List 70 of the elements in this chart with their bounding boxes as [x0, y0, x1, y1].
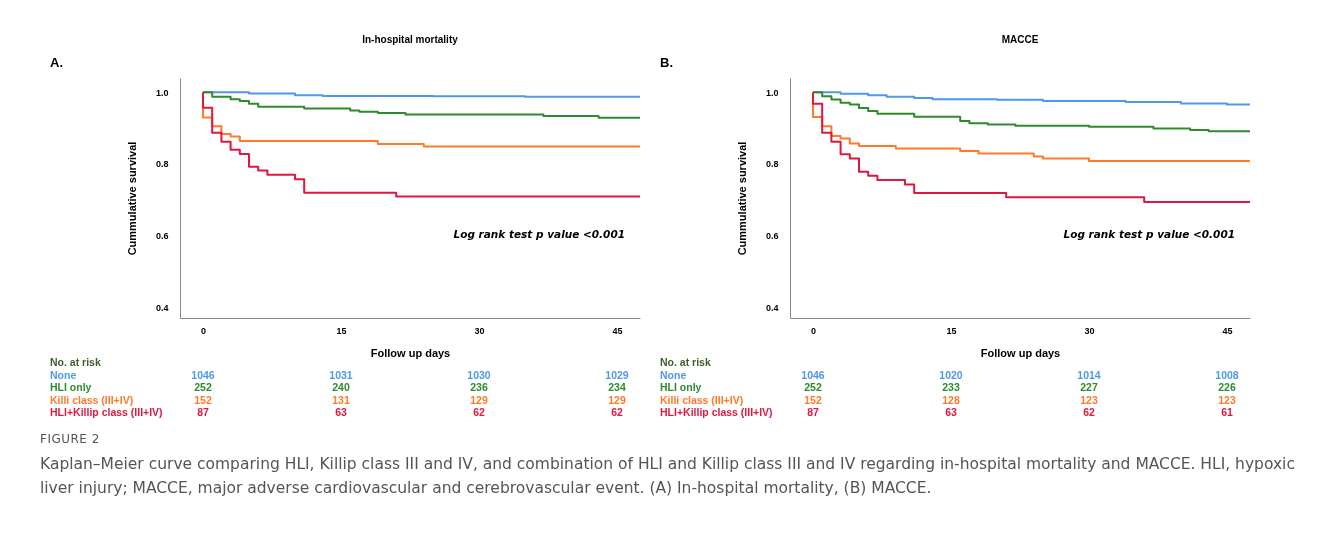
x-tick-label: 30 — [474, 325, 485, 336]
x-tick-label: 30 — [1084, 325, 1095, 336]
text: 234 — [608, 381, 626, 393]
text: 62 — [611, 406, 623, 418]
text: FIGURE 2 — [40, 432, 101, 446]
x-axis-title: Follow up days — [980, 346, 1061, 359]
x-axis-title: Follow up days — [370, 346, 451, 359]
text: Killi class (III+IV) — [660, 393, 744, 406]
text: 152 — [194, 393, 212, 406]
text: A. — [50, 55, 63, 70]
text: None — [50, 368, 77, 381]
text: 131 — [332, 393, 350, 406]
chart-title: In-hospital mortality — [362, 34, 459, 45]
text: HLI+Killip class (III+IV) — [50, 406, 163, 418]
text: None — [660, 368, 687, 381]
text: 226 — [1218, 381, 1236, 393]
y-axis-title: Cummulative survival — [125, 141, 138, 256]
y-axis-title: Cummulative survival — [735, 141, 748, 256]
y-tick-label: 0.6 — [765, 231, 779, 242]
x-tick-label: 15 — [336, 325, 347, 336]
x-tick-label: 15 — [946, 325, 957, 336]
y-tick-label: 0.4 — [155, 302, 169, 313]
text: 1020 — [939, 368, 963, 381]
chart-title: MACCE — [1001, 34, 1039, 45]
text: 61 — [1221, 406, 1233, 418]
text: 1008 — [1215, 368, 1239, 381]
text: 1031 — [329, 368, 353, 381]
text: 87 — [197, 406, 209, 418]
text: 129 — [608, 393, 626, 406]
text: 1030 — [467, 368, 491, 381]
text: HLI only — [50, 381, 92, 393]
text: 123 — [1080, 393, 1098, 406]
y-tick-label: 1.0 — [765, 87, 779, 98]
y-tick-label: 0.8 — [765, 159, 779, 170]
y-tick-label: 0.8 — [155, 159, 169, 170]
text: No. at risk — [50, 356, 101, 368]
text: 129 — [470, 393, 488, 406]
annotation: Log rank test p value <0.001 — [453, 228, 625, 241]
x-tick-label: 0 — [810, 325, 817, 336]
x-tick-label: 45 — [1222, 325, 1233, 336]
text: 252 — [194, 381, 212, 393]
y-tick-label: 0.6 — [155, 231, 169, 242]
x-tick-label: 45 — [612, 325, 623, 336]
text: 252 — [804, 381, 822, 393]
text: 240 — [332, 381, 350, 393]
annotation: Log rank test p value <0.001 — [1063, 228, 1235, 241]
text: Killi class (III+IV) — [50, 393, 134, 406]
text: B. — [660, 55, 673, 70]
text: HLI+Killip class (III+IV) — [660, 406, 773, 418]
text: 236 — [470, 381, 488, 393]
text: 62 — [1083, 406, 1095, 418]
text: 123 — [1218, 393, 1236, 406]
text: 128 — [942, 393, 960, 406]
text: 63 — [945, 406, 957, 418]
text: 1029 — [605, 368, 629, 381]
text: HLI only — [660, 381, 702, 393]
text: 233 — [942, 381, 960, 393]
text: 227 — [1080, 381, 1098, 393]
text: 1046 — [191, 368, 215, 381]
text: 1046 — [801, 368, 825, 381]
text: 63 — [335, 406, 347, 418]
text: Kaplan–Meier curve comparing HLI, Killip class III and IV, and combination of HLI and Killip class III and IV regarding in-hospital mortality and MACCE. HLI, hypoxic liver injury; MACCE, major adverse cardiovascular and cerebrovascular event. (A) In-hospital mortality, (B) MACCE. — [40, 454, 1296, 499]
y-tick-label: 0.4 — [765, 302, 779, 313]
text: No. at risk — [660, 356, 711, 368]
y-tick-label: 1.0 — [155, 87, 169, 98]
text: 87 — [807, 406, 819, 418]
text: 62 — [473, 406, 485, 418]
text: 1014 — [1077, 368, 1101, 381]
x-tick-label: 0 — [200, 325, 207, 336]
text: 152 — [804, 393, 822, 406]
